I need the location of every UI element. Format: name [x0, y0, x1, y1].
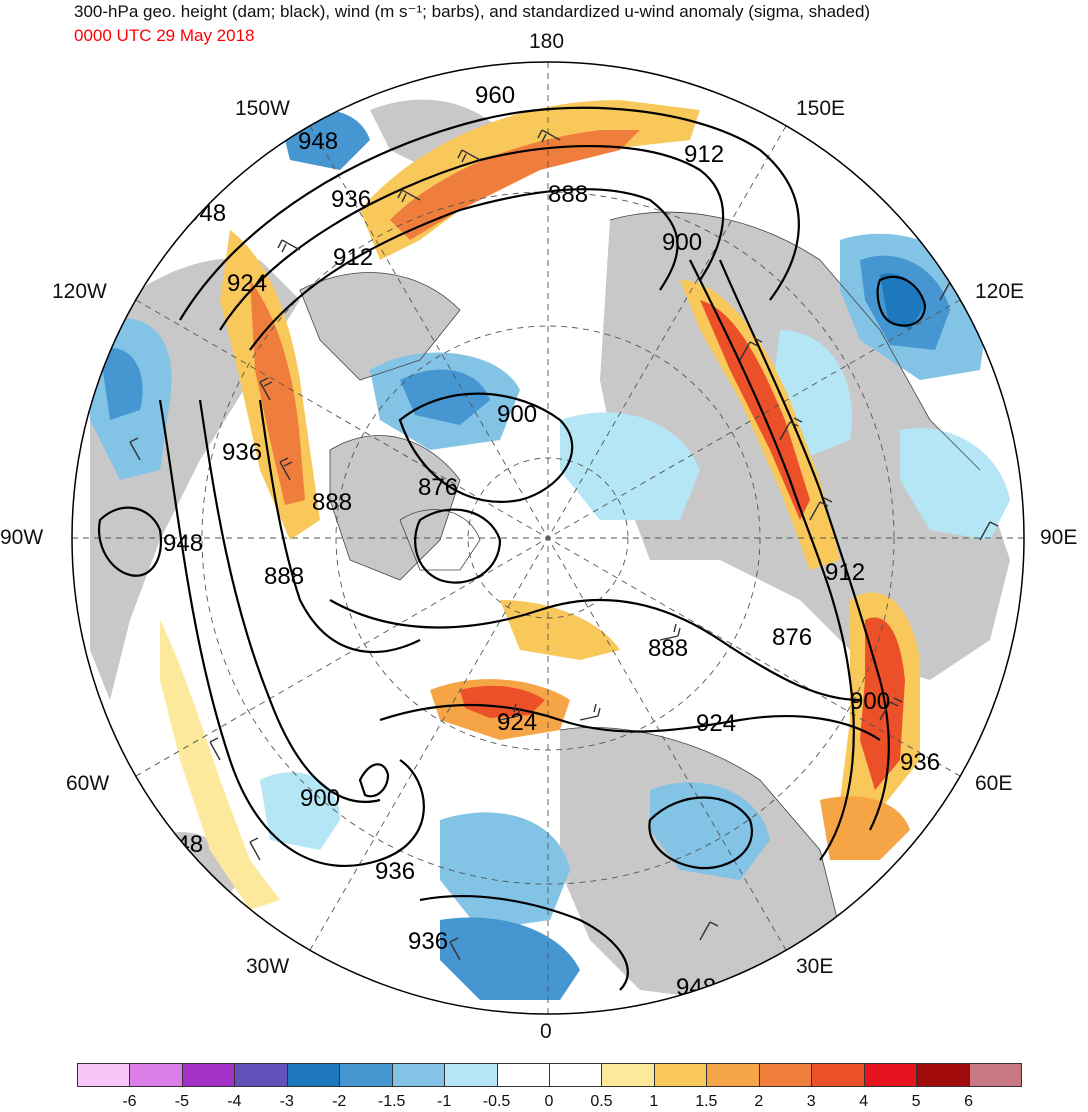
contour-label: 936 — [331, 186, 371, 213]
contour-label: 924 — [227, 270, 267, 297]
contour-label: 948 — [298, 128, 338, 155]
contour-label: 888 — [548, 181, 588, 208]
height-contours — [97, 106, 927, 991]
colorbar-tick-label: -5 — [174, 1093, 189, 1110]
polar-map: 960 948 948 936 912 924 888 912 900 900 … — [0, 30, 1078, 1043]
colorbar-tick-label: -4 — [227, 1093, 242, 1110]
contour-label: 936 — [408, 928, 448, 955]
contour-label: 900 — [850, 688, 890, 715]
graticule — [72, 62, 1024, 1014]
contour-label: 888 — [648, 635, 688, 662]
colorbar-tick-label: -3 — [279, 1093, 294, 1110]
colorbar-swatch — [653, 1063, 708, 1087]
colorbar-swatch — [601, 1063, 655, 1087]
contour-label: 948 — [163, 530, 203, 557]
figure-subtitle: 0000 UTC 29 May 2018 — [74, 26, 255, 45]
contour-label: 900 — [497, 401, 537, 428]
contour-label: 924 — [497, 709, 537, 736]
colorbar-swatch — [77, 1063, 131, 1087]
contour-label: 876 — [772, 624, 812, 651]
colorbar-swatch — [758, 1063, 813, 1087]
colorbar-tick-label: 6 — [964, 1093, 973, 1110]
colorbar-swatch — [339, 1063, 393, 1087]
colorbar-tick-label: 1.5 — [695, 1093, 718, 1110]
contour-label: 936 — [375, 858, 415, 885]
colorbar-swatch — [181, 1063, 236, 1087]
contour-label: 900 — [662, 229, 702, 256]
colorbar — [77, 1063, 1022, 1089]
lon-label-60w: 60W — [66, 772, 110, 795]
colorbar-tick-label: -0.5 — [482, 1093, 511, 1110]
colorbar-tick-label: -6 — [122, 1093, 137, 1110]
contour-label: 900 — [300, 785, 340, 812]
colorbar-swatch — [391, 1063, 446, 1087]
colorbar-tick-label: -1.5 — [377, 1093, 406, 1110]
contour-label: 948 — [676, 974, 716, 1001]
contour-label: 936 — [900, 749, 940, 776]
lon-label-30w: 30W — [246, 955, 290, 978]
colorbar-swatch — [811, 1063, 865, 1087]
lon-label-150e: 150E — [796, 97, 846, 120]
colorbar-swatch — [863, 1063, 918, 1087]
contour-label: 960 — [475, 82, 515, 109]
contour-labels: 960 948 948 936 912 924 888 912 900 900 … — [163, 82, 940, 1001]
colorbar-tick-label: 0.5 — [590, 1093, 613, 1110]
contour-label: 924 — [696, 710, 736, 737]
colorbar-tick-label: -2 — [332, 1093, 347, 1110]
colorbar-tick-label: 3 — [806, 1093, 816, 1110]
map-border — [71, 61, 1025, 1015]
colorbar-tick-label: -1 — [436, 1093, 452, 1110]
colorbar-swatch — [968, 1063, 1022, 1087]
contour-label: 912 — [333, 244, 373, 271]
lon-label-90w: 90W — [0, 526, 44, 549]
colorbar-swatch — [234, 1063, 288, 1087]
colorbar-swatch — [496, 1063, 550, 1087]
lon-label-120w: 120W — [52, 280, 107, 303]
colorbar-swatch — [129, 1063, 183, 1087]
contour-label: 912 — [825, 559, 865, 586]
contour-label: 876 — [418, 474, 458, 501]
lon-label-180: 180 — [529, 30, 565, 53]
colorbar-tick-label: 1 — [649, 1093, 659, 1110]
lon-label-90e: 90E — [1040, 526, 1078, 549]
contour-label: 888 — [312, 489, 352, 516]
contour-label: 912 — [684, 141, 724, 168]
lon-label-30e: 30E — [796, 955, 834, 978]
lon-label-150w: 150W — [235, 97, 290, 120]
colorbar-tick-label: 5 — [911, 1093, 921, 1110]
contour-label: 888 — [264, 563, 304, 590]
colorbar-tick-label: 0 — [544, 1093, 554, 1110]
colorbar-swatch — [444, 1063, 498, 1087]
contour-label: 936 — [222, 439, 262, 466]
figure-title: 300-hPa geo. height (dam; black), wind (… — [74, 2, 871, 21]
colorbar-tick-label: 4 — [859, 1093, 869, 1110]
colorbar-tick-label: 2 — [754, 1093, 764, 1110]
lon-label-120e: 120E — [975, 280, 1025, 303]
lon-label-60e: 60E — [975, 772, 1013, 795]
colorbar-swatch — [286, 1063, 341, 1087]
colorbar-swatch — [706, 1063, 760, 1087]
colorbar-swatch — [549, 1063, 603, 1087]
lon-label-0: 0 — [540, 1020, 552, 1043]
colorbar-swatch — [916, 1063, 970, 1087]
